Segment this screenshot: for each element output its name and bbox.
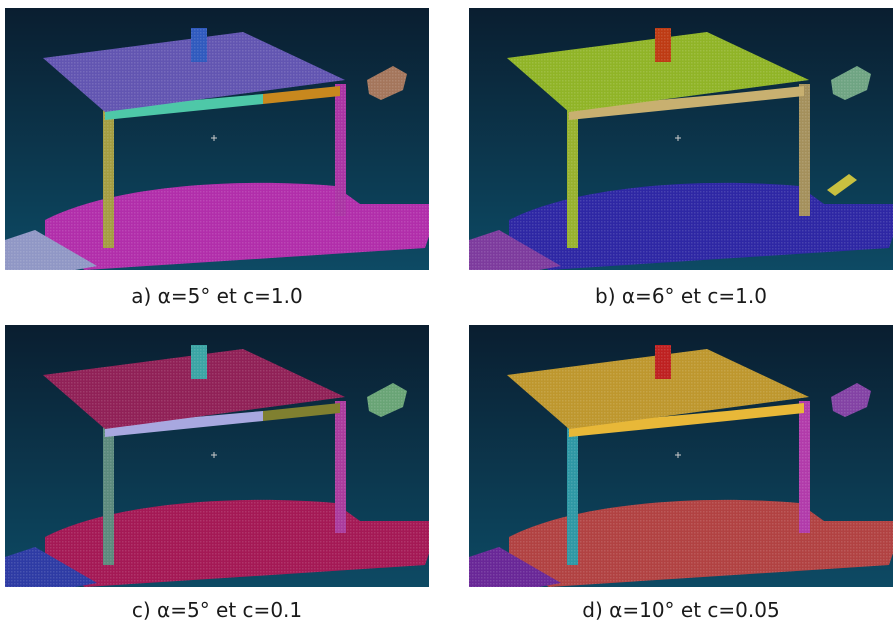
leg-texture [799,84,810,216]
leg-texture [567,108,578,248]
corner-texture [5,230,97,270]
point-cloud-render-d [469,325,893,587]
table-apron-side [263,86,340,104]
leg-texture [335,401,346,533]
tabletop-texture [507,349,809,429]
point-cloud-panel-a [5,8,429,270]
tabletop-texture [43,349,345,429]
point-cloud-render-b [469,8,893,270]
table-apron-side [727,86,804,104]
leg-texture [799,401,810,533]
side-texture [831,66,871,100]
table-apron-side [263,403,340,421]
leg-texture [335,84,346,216]
floor-texture [45,182,429,270]
side-texture [367,383,407,417]
point-cloud-render-a [5,8,429,270]
corner-texture [469,547,561,587]
object-texture [191,28,207,62]
leg-texture [103,425,114,565]
stray-object [827,174,857,196]
table-apron-front [105,94,263,120]
point-cloud-panel-c [5,325,429,587]
table-apron-front [105,411,263,437]
caption-c: c) α=5° et c=0.1 [131,598,303,622]
side-texture [831,383,871,417]
table-apron-front [569,94,727,120]
object-texture [655,28,671,62]
caption-a: a) α=5° et c=1.0 [131,284,303,308]
tabletop-texture [507,32,809,112]
point-cloud-render-c [5,325,429,587]
floor-texture [45,499,429,587]
caption-b: b) α=6° et c=1.0 [595,284,767,308]
table-apron-side [727,403,804,421]
floor-texture [509,499,893,587]
corner-texture [469,230,561,270]
point-cloud-panel-b [469,8,893,270]
corner-texture [5,547,97,587]
floor-texture [509,182,893,270]
tabletop-texture [43,32,345,112]
point-cloud-panel-d [469,325,893,587]
table-apron-front [569,411,727,437]
caption-d: d) α=10° et c=0.05 [582,598,780,622]
leg-texture [103,108,114,248]
side-texture [367,66,407,100]
object-texture [655,345,671,379]
object-texture [191,345,207,379]
leg-texture [567,425,578,565]
